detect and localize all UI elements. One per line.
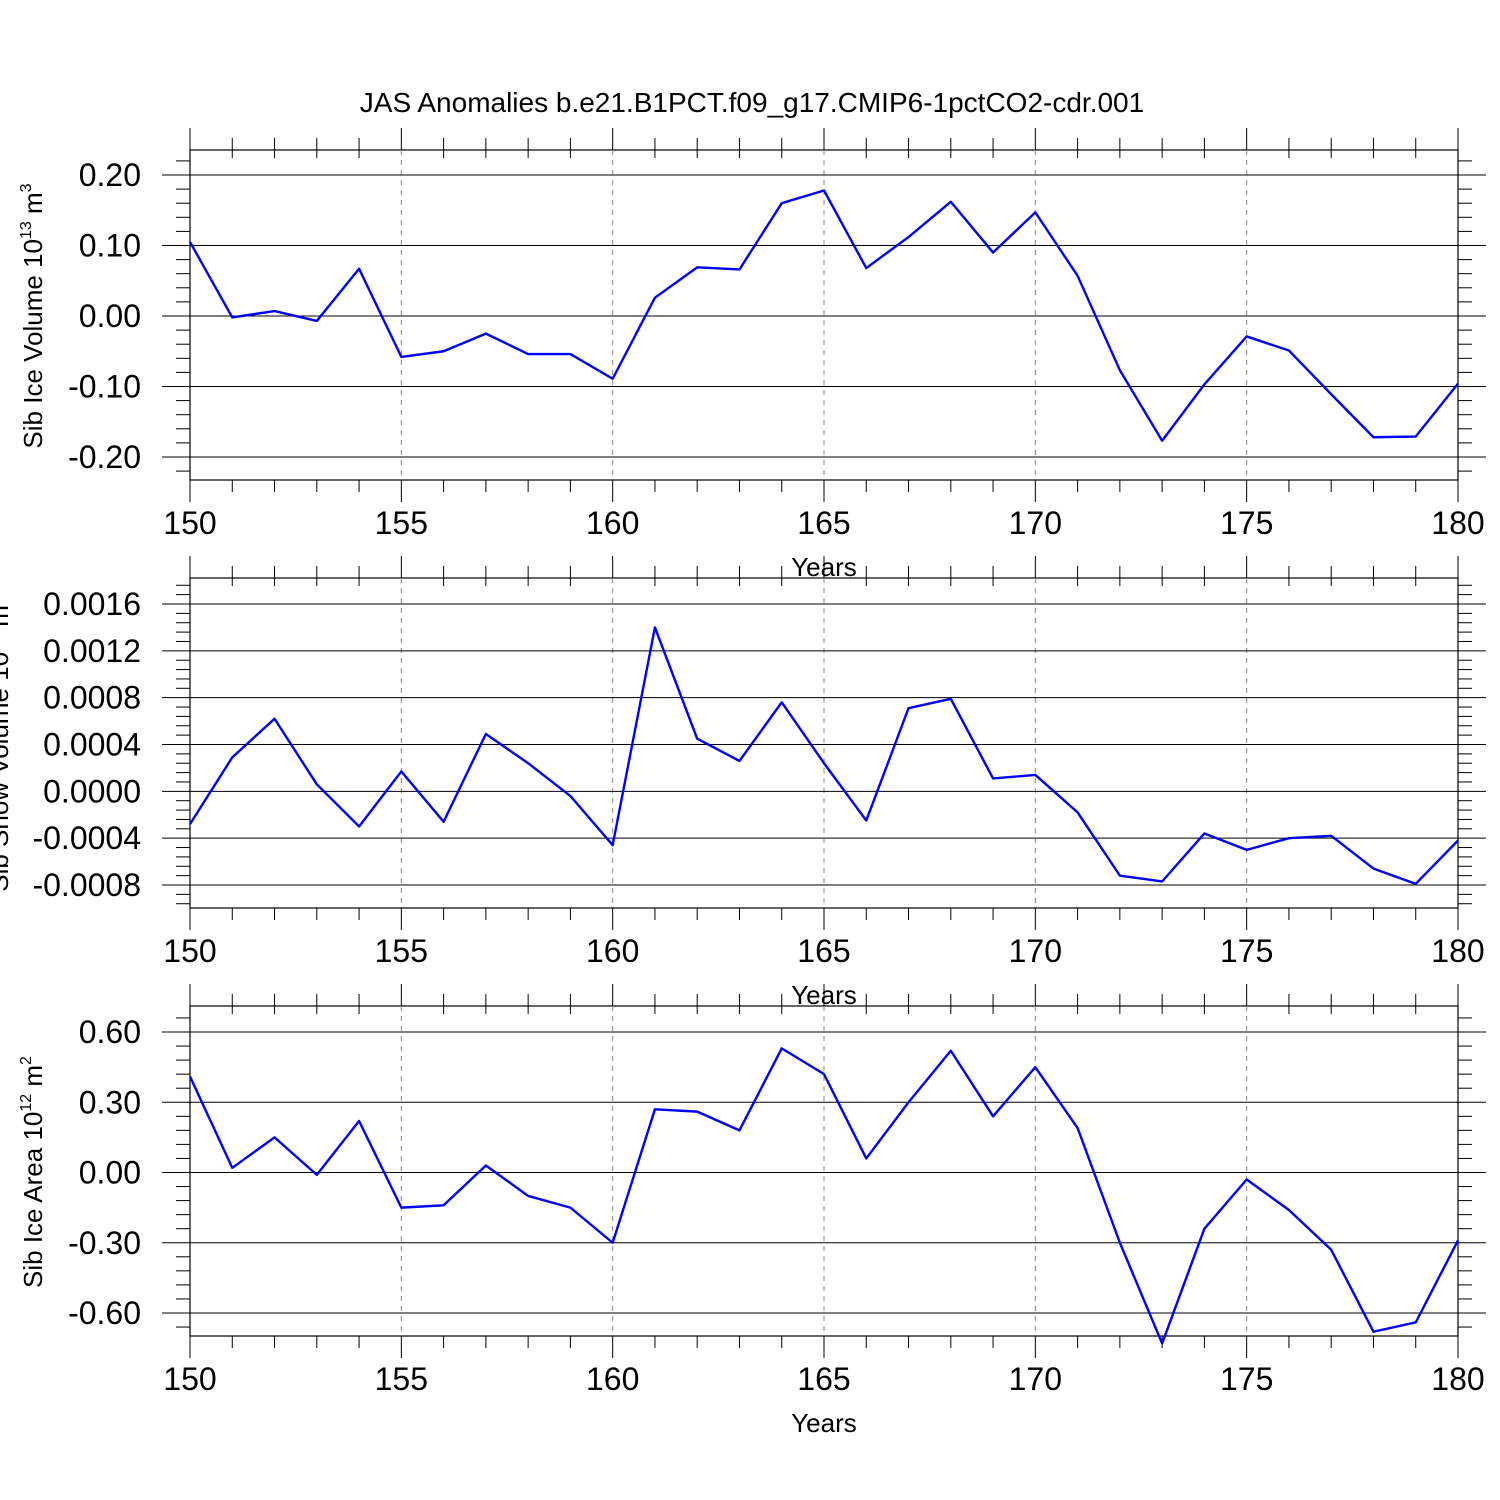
y-tick-label: 0.0000 <box>43 773 141 809</box>
y-tick-label: 0.60 <box>79 1014 141 1050</box>
x-tick-label: 170 <box>1009 933 1062 969</box>
y-axis-title-exponent: 13 <box>0 634 1 652</box>
x-tick-label: 165 <box>797 1361 850 1397</box>
x-tick-label: 150 <box>163 505 216 541</box>
y-axis-title-unit-exponent: 3 <box>18 183 35 192</box>
panel-3: -0.60 -0.30 0.00 0.30 0.60 150 155 160 165 170 175… <box>18 984 1486 1438</box>
y-axis-title-unit: m <box>18 192 48 221</box>
y-axis-title-exponent: 12 <box>18 1094 35 1112</box>
y-tick-label: -0.0008 <box>32 867 141 903</box>
y-tick-label: 0.0008 <box>43 680 141 716</box>
x-axis-title: Years <box>791 1408 857 1438</box>
y-tick-label: 0.10 <box>79 228 141 264</box>
y-axis-title-unit: m <box>0 605 14 634</box>
y-tick-label: -0.30 <box>68 1225 141 1261</box>
y-axis-title: Sib Ice Area 1012 m2 <box>18 1056 48 1288</box>
x-tick-label: 180 <box>1431 505 1484 541</box>
y-tick-label: -0.0004 <box>32 820 141 856</box>
y-tick-label: 0.00 <box>79 298 141 334</box>
series-line-1 <box>188 189 1459 442</box>
y-axis-title-text: Sib Ice Area 10 <box>18 1112 48 1288</box>
y-tick-label: -0.10 <box>68 369 141 405</box>
x-tick-label: 160 <box>586 933 639 969</box>
x-tick-label: 175 <box>1220 1361 1273 1397</box>
series-line-1 <box>188 1047 1460 1345</box>
x-tick-label: 160 <box>586 505 639 541</box>
x-tick-label: 155 <box>375 505 428 541</box>
x-tick-label: 170 <box>1009 1361 1062 1397</box>
x-tick-label: 160 <box>586 1361 639 1397</box>
y-axis-title-unit-exponent: 2 <box>18 1056 35 1065</box>
y-tick-label: -0.60 <box>68 1295 141 1331</box>
x-tick-label: 180 <box>1431 933 1484 969</box>
x-tick-label: 175 <box>1220 933 1273 969</box>
x-tick-label: 165 <box>797 505 850 541</box>
series-line-1 <box>188 626 1459 886</box>
panel-2: -0.0008 -0.0004 0.0000 0.0004 0.0008 0.0012 0.… <box>0 556 1486 1010</box>
x-tick-label: 175 <box>1220 505 1273 541</box>
y-axis-title-text: Sib Snow Volume 10 <box>0 652 14 892</box>
y-tick-label: 0.0016 <box>43 586 141 622</box>
y-tick-label: 0.0012 <box>43 633 141 669</box>
x-tick-label: 150 <box>163 933 216 969</box>
y-tick-label: 0.20 <box>79 157 141 193</box>
y-tick-label: -0.20 <box>68 439 141 475</box>
y-axis-title-text: Sib Ice Volume 10 <box>18 239 48 449</box>
figure-title: JAS Anomalies b.e21.B1PCT.f09_g17.CMIP6-… <box>360 87 1144 118</box>
x-tick-label: 180 <box>1431 1361 1484 1397</box>
y-axis-title-unit-exponent: 3 <box>0 596 1 605</box>
y-axis-title-unit: m <box>18 1065 48 1094</box>
x-tick-label: 165 <box>797 933 850 969</box>
x-tick-label: 170 <box>1009 505 1062 541</box>
x-tick-label: 155 <box>375 1361 428 1397</box>
y-axis-title: Sib Snow Volume 1013 m3 <box>0 596 14 892</box>
y-axis-title: Sib Ice Volume 1013 m3 <box>18 183 48 448</box>
panel-1: -0.20 -0.10 0.00 0.10 0.20 150 155 160 165 170 175… <box>18 128 1486 582</box>
y-tick-label: 0.0004 <box>43 727 141 763</box>
y-axis-title-exponent: 13 <box>18 221 35 239</box>
y-tick-label: 0.00 <box>79 1155 141 1191</box>
x-tick-label: 150 <box>163 1361 216 1397</box>
x-tick-label: 155 <box>375 933 428 969</box>
y-tick-label: 0.30 <box>79 1084 141 1120</box>
